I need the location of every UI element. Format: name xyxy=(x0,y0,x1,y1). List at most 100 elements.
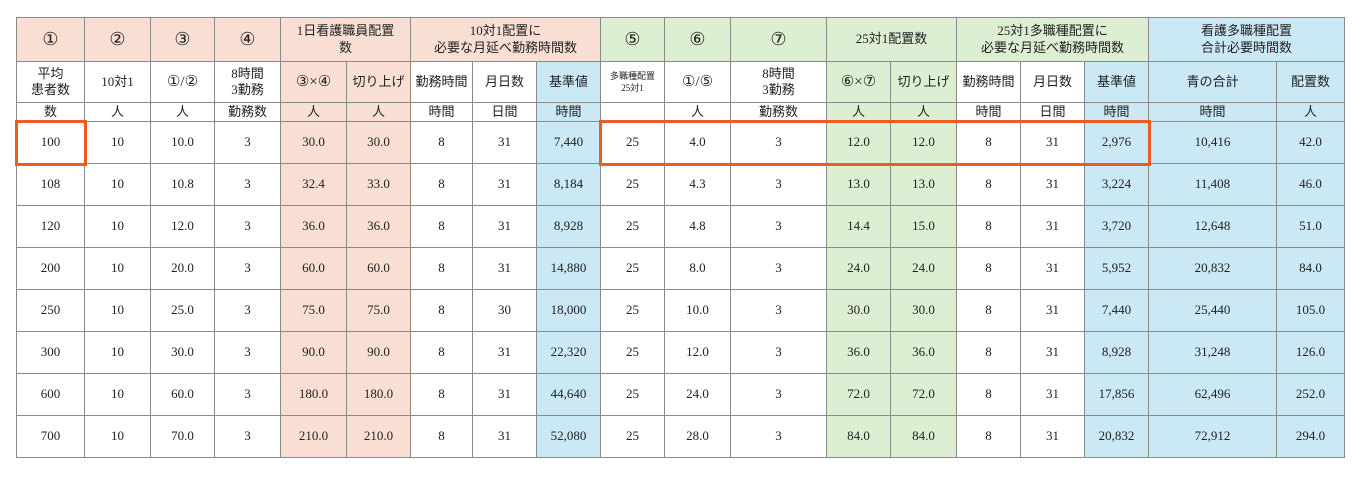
table-cell[interactable]: 10 xyxy=(84,331,151,374)
table-cell[interactable]: 11,408 xyxy=(1148,163,1277,206)
table-cell[interactable]: 8 xyxy=(956,121,1021,164)
table-cell[interactable]: 31 xyxy=(1020,163,1085,206)
table-cell[interactable]: 36.0 xyxy=(826,331,891,374)
table-cell[interactable]: 10,416 xyxy=(1148,121,1277,164)
table-cell[interactable]: 30 xyxy=(472,289,537,332)
table-cell[interactable]: 25 xyxy=(600,163,665,206)
table-cell[interactable]: 20.0 xyxy=(150,247,215,290)
table-cell[interactable]: 42.0 xyxy=(1276,121,1345,164)
table-cell[interactable]: 200 xyxy=(16,247,85,290)
table-cell[interactable]: 36.0 xyxy=(346,205,411,248)
table-cell[interactable]: 31 xyxy=(472,121,537,164)
table-cell[interactable]: 60.0 xyxy=(346,247,411,290)
table-cell[interactable]: 14.4 xyxy=(826,205,891,248)
table-cell[interactable]: 25 xyxy=(600,247,665,290)
table-cell[interactable]: 25 xyxy=(600,415,665,458)
table-cell[interactable]: 10 xyxy=(84,247,151,290)
table-cell[interactable]: 3 xyxy=(730,331,827,374)
table-cell[interactable]: 12.0 xyxy=(150,205,215,248)
table-cell[interactable]: 3 xyxy=(214,415,281,458)
table-cell[interactable]: 180.0 xyxy=(346,373,411,416)
table-cell[interactable]: 31 xyxy=(472,163,537,206)
table-cell[interactable]: 25.0 xyxy=(150,289,215,332)
table-cell[interactable]: 18,000 xyxy=(536,289,601,332)
table-cell[interactable]: 13.0 xyxy=(826,163,891,206)
table-cell[interactable]: 8,928 xyxy=(1084,331,1149,374)
table-cell[interactable]: 8.0 xyxy=(664,247,731,290)
table-cell[interactable]: 14,880 xyxy=(536,247,601,290)
table-cell[interactable]: 10 xyxy=(84,289,151,332)
table-cell[interactable]: 120 xyxy=(16,205,85,248)
table-cell[interactable]: 7,440 xyxy=(1084,289,1149,332)
table-cell[interactable]: 25 xyxy=(600,121,665,164)
table-cell[interactable]: 75.0 xyxy=(280,289,347,332)
table-cell[interactable]: 24.0 xyxy=(826,247,891,290)
table-cell[interactable]: 10 xyxy=(84,373,151,416)
table-cell[interactable]: 3 xyxy=(730,289,827,332)
table-cell[interactable]: 24.0 xyxy=(664,373,731,416)
table-cell[interactable]: 8 xyxy=(410,163,473,206)
table-cell[interactable]: 12.0 xyxy=(826,121,891,164)
table-cell[interactable]: 25 xyxy=(600,205,665,248)
table-cell[interactable]: 8 xyxy=(956,289,1021,332)
table-cell[interactable]: 2,976 xyxy=(1084,121,1149,164)
table-cell[interactable]: 12,648 xyxy=(1148,205,1277,248)
table-cell[interactable]: 180.0 xyxy=(280,373,347,416)
table-cell[interactable]: 75.0 xyxy=(346,289,411,332)
table-cell[interactable]: 72.0 xyxy=(890,373,957,416)
table-cell[interactable]: 51.0 xyxy=(1276,205,1345,248)
table-cell[interactable]: 3 xyxy=(730,121,827,164)
table-cell[interactable]: 31 xyxy=(1020,331,1085,374)
table-cell[interactable]: 8 xyxy=(956,373,1021,416)
table-cell[interactable]: 22,320 xyxy=(536,331,601,374)
table-cell[interactable]: 126.0 xyxy=(1276,331,1345,374)
table-cell[interactable]: 72.0 xyxy=(826,373,891,416)
table-cell[interactable]: 15.0 xyxy=(890,205,957,248)
table-cell[interactable]: 210.0 xyxy=(346,415,411,458)
table-cell[interactable]: 31 xyxy=(472,247,537,290)
table-cell[interactable]: 90.0 xyxy=(280,331,347,374)
table-cell[interactable]: 25 xyxy=(600,289,665,332)
table-cell[interactable]: 210.0 xyxy=(280,415,347,458)
table-cell[interactable]: 8 xyxy=(956,331,1021,374)
table-cell[interactable]: 8 xyxy=(956,247,1021,290)
table-cell[interactable]: 30.0 xyxy=(826,289,891,332)
table-cell[interactable]: 46.0 xyxy=(1276,163,1345,206)
table-cell[interactable]: 31 xyxy=(472,415,537,458)
table-cell[interactable]: 3 xyxy=(730,415,827,458)
table-cell[interactable]: 8 xyxy=(410,121,473,164)
table-cell[interactable]: 8 xyxy=(956,205,1021,248)
table-cell[interactable]: 108 xyxy=(16,163,85,206)
table-cell[interactable]: 10.8 xyxy=(150,163,215,206)
table-cell[interactable]: 8,184 xyxy=(536,163,601,206)
table-cell[interactable]: 8 xyxy=(410,289,473,332)
table-cell[interactable]: 36.0 xyxy=(280,205,347,248)
table-cell[interactable]: 52,080 xyxy=(536,415,601,458)
table-cell[interactable]: 20,832 xyxy=(1148,247,1277,290)
table-cell[interactable]: 8 xyxy=(956,163,1021,206)
table-cell[interactable]: 31 xyxy=(472,373,537,416)
table-cell[interactable]: 3,224 xyxy=(1084,163,1149,206)
table-cell[interactable]: 100 xyxy=(16,121,85,164)
table-cell[interactable]: 20,832 xyxy=(1084,415,1149,458)
table-cell[interactable]: 10 xyxy=(84,121,151,164)
table-cell[interactable]: 8,928 xyxy=(536,205,601,248)
table-cell[interactable]: 3 xyxy=(730,163,827,206)
table-cell[interactable]: 30.0 xyxy=(280,121,347,164)
table-cell[interactable]: 3,720 xyxy=(1084,205,1149,248)
table-cell[interactable]: 31 xyxy=(1020,121,1085,164)
table-cell[interactable]: 28.0 xyxy=(664,415,731,458)
table-cell[interactable]: 31 xyxy=(1020,247,1085,290)
table-cell[interactable]: 13.0 xyxy=(890,163,957,206)
table-cell[interactable]: 60.0 xyxy=(280,247,347,290)
table-cell[interactable]: 3 xyxy=(214,205,281,248)
table-cell[interactable]: 8 xyxy=(956,415,1021,458)
table-cell[interactable]: 84.0 xyxy=(1276,247,1345,290)
table-cell[interactable]: 8 xyxy=(410,373,473,416)
table-cell[interactable]: 31 xyxy=(472,205,537,248)
table-cell[interactable]: 24.0 xyxy=(890,247,957,290)
table-cell[interactable]: 7,440 xyxy=(536,121,601,164)
table-cell[interactable]: 25,440 xyxy=(1148,289,1277,332)
table-cell[interactable]: 4.8 xyxy=(664,205,731,248)
table-cell[interactable]: 31 xyxy=(1020,289,1085,332)
